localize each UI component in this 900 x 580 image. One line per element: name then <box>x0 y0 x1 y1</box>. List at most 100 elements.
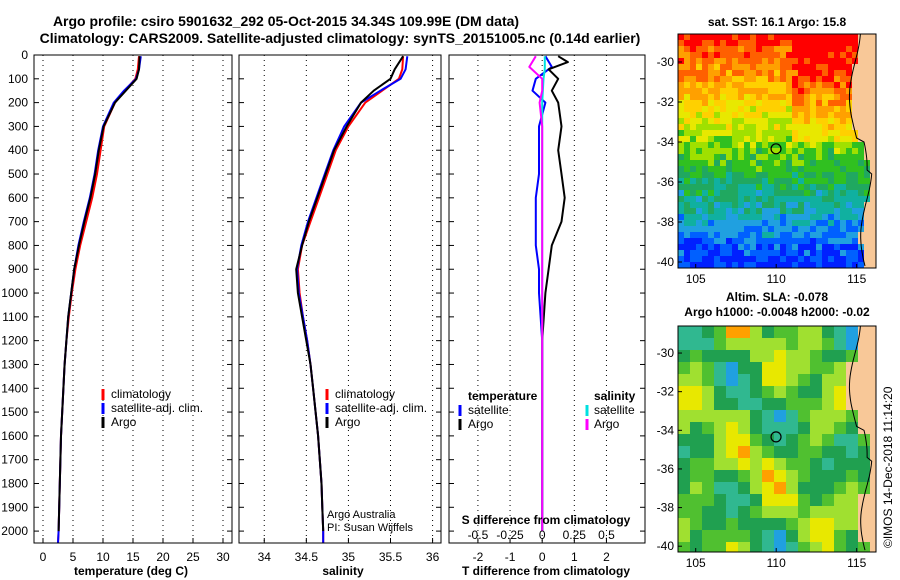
map-cell <box>696 214 703 221</box>
map-cell <box>690 326 703 339</box>
map-cell <box>786 350 799 363</box>
map-cell <box>798 214 805 221</box>
map-cell <box>846 386 859 399</box>
map-cell <box>810 220 817 227</box>
map-y-tick-label: -38 <box>657 215 675 229</box>
map-cell <box>684 256 691 263</box>
map-cell <box>678 58 685 65</box>
map-cell <box>750 446 763 459</box>
map-cell <box>708 118 715 125</box>
map-cell <box>798 220 805 227</box>
figure-title-line1: Argo profile: csiro 5901632_292 05-Oct-2… <box>53 13 519 29</box>
map-cell <box>834 518 847 531</box>
map-cell <box>678 190 685 197</box>
map-cell <box>720 76 727 83</box>
map-cell <box>786 238 793 245</box>
map-cell <box>768 154 775 161</box>
map-cell <box>840 70 847 77</box>
map-cell <box>726 446 739 459</box>
map-cell <box>762 64 769 71</box>
map-cell <box>768 208 775 215</box>
map-cell <box>834 142 841 149</box>
map-cell <box>852 46 859 53</box>
map-cell <box>696 88 703 95</box>
map-cell <box>810 40 817 47</box>
map-cell <box>780 52 787 59</box>
map-cell <box>864 250 871 257</box>
map-cell <box>816 70 823 77</box>
map-cell <box>726 58 733 65</box>
map-cell <box>810 58 817 65</box>
map-cell <box>864 124 871 131</box>
map-cell <box>786 112 793 119</box>
map-cell <box>756 88 763 95</box>
map-cell <box>684 208 691 215</box>
map-y-tick-label: -38 <box>657 501 675 515</box>
map-cell <box>744 232 751 239</box>
map-cell <box>696 208 703 215</box>
map-cell <box>756 34 763 41</box>
map-cell <box>804 142 811 149</box>
map-cell <box>798 256 805 263</box>
map-cell <box>810 46 817 53</box>
map-cell <box>732 100 739 107</box>
map-cell <box>870 220 877 227</box>
map-cell <box>834 506 847 519</box>
map-cell <box>738 124 745 131</box>
map-cell <box>780 94 787 101</box>
map-cell <box>798 410 811 423</box>
map-cell <box>696 190 703 197</box>
map-cell <box>798 52 805 59</box>
map-cell <box>774 422 787 435</box>
map-cell <box>834 34 841 41</box>
map-cell <box>678 46 685 53</box>
map-cell <box>834 166 841 173</box>
legend-label: Argo <box>594 417 620 431</box>
map-cell <box>738 112 745 119</box>
map-cell <box>684 82 691 89</box>
map-cell <box>732 58 739 65</box>
map-cell <box>822 58 829 65</box>
map-cell <box>738 506 751 519</box>
map-cell <box>810 208 817 215</box>
map-cell <box>756 214 763 221</box>
map-cell <box>726 422 739 435</box>
map-cell <box>774 226 781 233</box>
map-cell <box>708 106 715 113</box>
map-cell <box>798 202 805 209</box>
map-cell <box>834 214 841 221</box>
depth-tick-label: 800 <box>8 238 28 252</box>
map-cell <box>726 70 733 77</box>
map-cell <box>738 482 751 495</box>
map-cell <box>870 434 877 447</box>
map-cell <box>858 166 865 173</box>
map-cell <box>840 238 847 245</box>
map-cell <box>798 64 805 71</box>
map-cell <box>822 178 829 185</box>
map-cell <box>750 88 757 95</box>
map-cell <box>708 262 715 269</box>
map-cell <box>708 256 715 263</box>
map-cell <box>696 106 703 113</box>
map-cell <box>762 76 769 83</box>
map-cell <box>690 470 703 483</box>
map-cell <box>822 142 829 149</box>
map-cell <box>738 82 745 89</box>
map-cell <box>870 202 877 209</box>
map-cell <box>702 506 715 519</box>
map-cell <box>780 46 787 53</box>
map-cell <box>696 124 703 131</box>
x-tick-label: -2 <box>473 550 484 564</box>
map-cell <box>750 70 757 77</box>
map-cell <box>834 410 847 423</box>
map-cell <box>834 178 841 185</box>
map-cell <box>792 40 799 47</box>
map-cell <box>690 94 697 101</box>
map-cell <box>690 118 697 125</box>
map-cell <box>678 148 685 155</box>
map-cell <box>684 190 691 197</box>
map-cell <box>762 58 769 65</box>
map-cell <box>786 458 799 471</box>
map-cell <box>804 238 811 245</box>
map-cell <box>810 434 823 447</box>
